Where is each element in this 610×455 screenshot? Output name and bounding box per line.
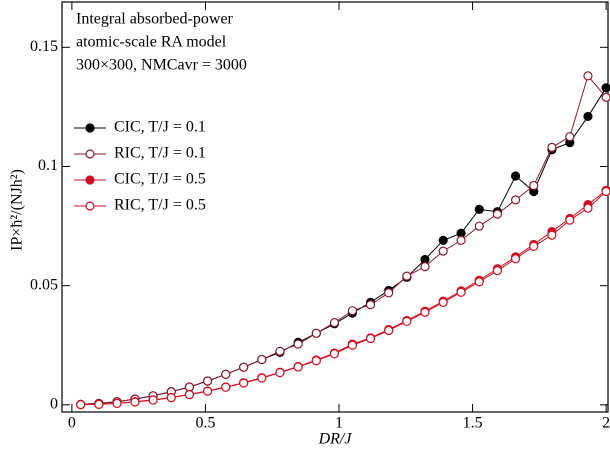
legend-label: RIC, T/J = 0.5 — [114, 197, 206, 214]
data-point — [456, 287, 466, 297]
y-tick-label: 0.1 — [38, 157, 58, 174]
legend-label: CIC, T/J = 0.1 — [114, 119, 206, 136]
data-point — [221, 369, 231, 379]
data-point — [529, 180, 539, 191]
legend-marker — [85, 201, 95, 211]
legend-marker — [85, 149, 95, 159]
data-point — [438, 235, 448, 245]
y-axis-label: IP×ħ²/(NJh²) — [9, 169, 26, 251]
data-point — [402, 316, 412, 327]
data-point — [420, 261, 430, 272]
data-point — [275, 346, 285, 356]
data-point — [347, 306, 357, 316]
data-point — [601, 83, 610, 93]
x-tick-label: 0.5 — [195, 415, 215, 432]
data-point — [474, 277, 484, 287]
data-point — [565, 215, 575, 225]
x-tick-label: 2 — [602, 415, 610, 432]
legend-marker — [85, 123, 95, 133]
data-point — [456, 235, 466, 245]
data-point — [329, 349, 340, 359]
legend-marker — [85, 175, 95, 185]
data-point — [474, 204, 484, 214]
plot-frame — [61, 1, 609, 413]
series-line — [80, 191, 607, 406]
data-point — [293, 362, 303, 372]
data-point — [438, 297, 448, 307]
y-tick-label: 0.15 — [30, 38, 58, 55]
data-point — [583, 71, 593, 81]
data-point — [311, 356, 321, 366]
data-point — [76, 400, 86, 410]
data-point — [402, 271, 412, 281]
data-point — [583, 111, 593, 122]
data-point — [239, 362, 249, 372]
data-point — [565, 132, 575, 142]
data-point — [275, 368, 285, 378]
data-point — [112, 398, 122, 409]
x-tick-label: 1.5 — [463, 415, 483, 432]
data-point — [547, 142, 557, 153]
data-point — [438, 246, 448, 256]
data-point — [166, 393, 176, 403]
data-point — [384, 288, 394, 298]
data-point — [365, 300, 376, 310]
data-point — [529, 241, 539, 251]
data-point — [221, 382, 231, 392]
data-point — [148, 395, 158, 405]
data-point — [492, 209, 503, 219]
data-point — [329, 318, 340, 328]
data-point — [492, 266, 503, 276]
data-point — [547, 230, 557, 240]
legend-label: RIC, T/J = 0.1 — [114, 145, 206, 162]
data-point — [510, 195, 521, 205]
data-point — [239, 378, 249, 388]
data-point — [202, 376, 213, 386]
x-tick-label: 1 — [335, 415, 343, 432]
data-point — [130, 397, 140, 407]
data-point — [420, 307, 430, 317]
data-point — [311, 328, 321, 338]
data-point — [293, 339, 303, 349]
series-line — [80, 189, 607, 406]
data-point — [202, 386, 213, 396]
data-point — [583, 203, 593, 213]
data-point — [601, 92, 610, 102]
data-point — [601, 186, 610, 197]
data-point — [384, 325, 394, 336]
annotation: Integral absorbed-power atomic-scale RA m… — [76, 11, 247, 74]
y-tick-label: 0.05 — [30, 276, 58, 293]
data-point — [184, 389, 195, 400]
data-point — [347, 340, 357, 350]
annotation-line: atomic-scale RA model — [76, 34, 227, 51]
data-point — [94, 399, 104, 409]
data-point — [257, 354, 267, 365]
x-axis-label: DR/J — [318, 431, 353, 448]
annotation-line: 300×300, NMCavr = 3000 — [76, 57, 247, 74]
data-point — [257, 373, 267, 383]
data-point — [474, 221, 484, 231]
data-point — [510, 254, 521, 264]
annotation-line: Integral absorbed-power — [76, 11, 233, 28]
x-tick-label: 0 — [68, 415, 76, 432]
y-tick-label: 0 — [50, 396, 58, 413]
data-point — [510, 171, 521, 181]
legend-label: CIC, T/J = 0.5 — [114, 171, 206, 188]
data-point — [365, 333, 376, 344]
